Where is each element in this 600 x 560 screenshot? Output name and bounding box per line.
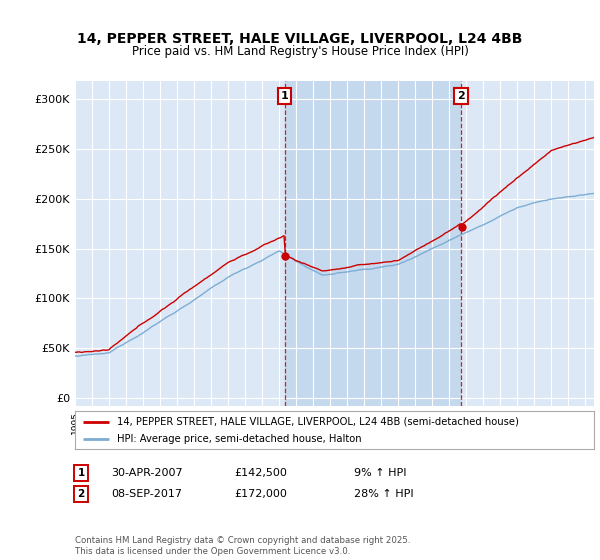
Text: 1: 1 xyxy=(77,468,85,478)
Text: 30-APR-2007: 30-APR-2007 xyxy=(111,468,182,478)
Text: Price paid vs. HM Land Registry's House Price Index (HPI): Price paid vs. HM Land Registry's House … xyxy=(131,45,469,58)
Text: 14, PEPPER STREET, HALE VILLAGE, LIVERPOOL, L24 4BB (semi-detached house): 14, PEPPER STREET, HALE VILLAGE, LIVERPO… xyxy=(116,417,518,427)
Text: HPI: Average price, semi-detached house, Halton: HPI: Average price, semi-detached house,… xyxy=(116,434,361,444)
Text: 28% ↑ HPI: 28% ↑ HPI xyxy=(354,489,413,499)
Text: 1: 1 xyxy=(281,91,289,101)
Text: Contains HM Land Registry data © Crown copyright and database right 2025.
This d: Contains HM Land Registry data © Crown c… xyxy=(75,536,410,556)
Bar xyxy=(285,81,461,406)
Text: 2: 2 xyxy=(77,489,85,499)
Text: 2: 2 xyxy=(457,91,465,101)
Text: £172,000: £172,000 xyxy=(234,489,287,499)
Text: 9% ↑ HPI: 9% ↑ HPI xyxy=(354,468,407,478)
Text: £142,500: £142,500 xyxy=(234,468,287,478)
Text: 08-SEP-2017: 08-SEP-2017 xyxy=(111,489,182,499)
Text: 14, PEPPER STREET, HALE VILLAGE, LIVERPOOL, L24 4BB: 14, PEPPER STREET, HALE VILLAGE, LIVERPO… xyxy=(77,32,523,46)
